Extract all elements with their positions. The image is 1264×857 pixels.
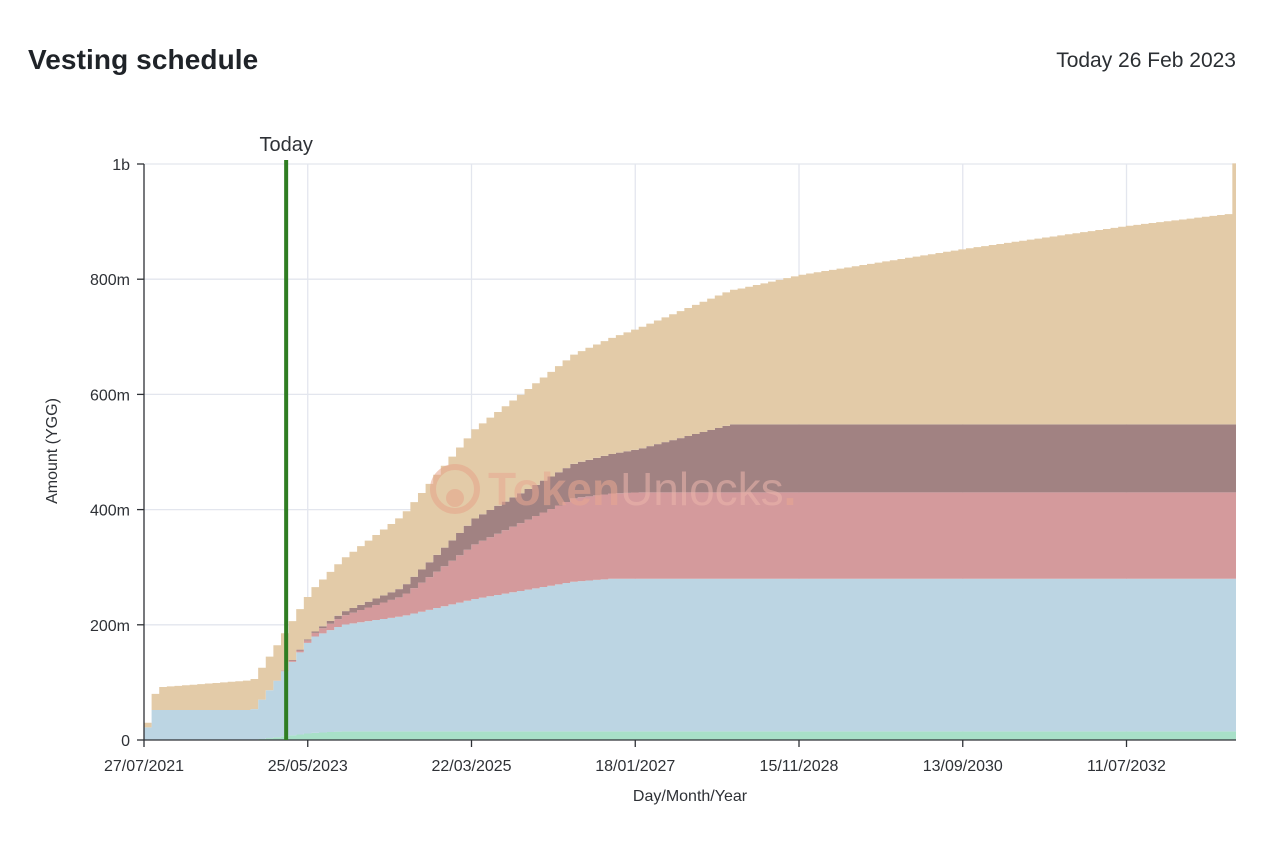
y-tick-label-2: 400m [90,503,130,520]
today-marker-label: Today [259,134,312,156]
y-tick-label-5: 1b [112,157,130,174]
chart-areas [144,163,1236,740]
series-area-3[interactable] [144,424,1236,728]
today-date-label: Today 26 Feb 2023 [1056,49,1236,72]
y-tick-label-4: 800m [90,272,130,289]
svg-text:TokenUnlocks.: TokenUnlocks. [488,463,796,515]
x-tick-label-6: 11/07/2032 [1087,758,1166,775]
x-tick-label-3: 18/01/2027 [595,758,675,775]
y-axis-title: Amount (YGG) [44,398,61,504]
tick-labels: 0 200m 400m 600m 800m 1b 27/07/2021 25/05/2023 2… [90,157,1166,775]
series-area-1[interactable] [144,578,1236,740]
series-area-2[interactable] [144,492,1236,728]
x-tick-label-1: 25/05/2023 [268,758,348,775]
series-area-4[interactable] [144,163,1236,728]
axes [143,164,1236,741]
watermark: TokenUnlocks. [430,463,796,515]
watermark-text-token: Token [488,463,620,515]
y-tick-label-3: 600m [90,387,130,404]
y-tick-label-1: 200m [90,618,130,635]
watermark-text-dot: . [784,463,797,515]
x-tick-label-4: 15/11/2028 [760,758,839,775]
page-title: Vesting schedule [28,44,259,75]
x-tick-label-0: 27/07/2021 [104,758,184,775]
watermark-logo-icon-inner [446,489,464,507]
today-marker: Today [259,134,313,740]
watermark-logo-icon [430,464,480,514]
y-tick-label-0: 0 [121,733,130,750]
x-tick-label-2: 22/03/2025 [431,758,511,775]
x-tick-label-5: 13/09/2030 [923,758,1003,775]
watermark-text-unlocks: Unlocks [620,463,784,515]
x-axis-title: Day/Month/Year [633,788,748,805]
series-area-0[interactable] [144,731,1236,740]
